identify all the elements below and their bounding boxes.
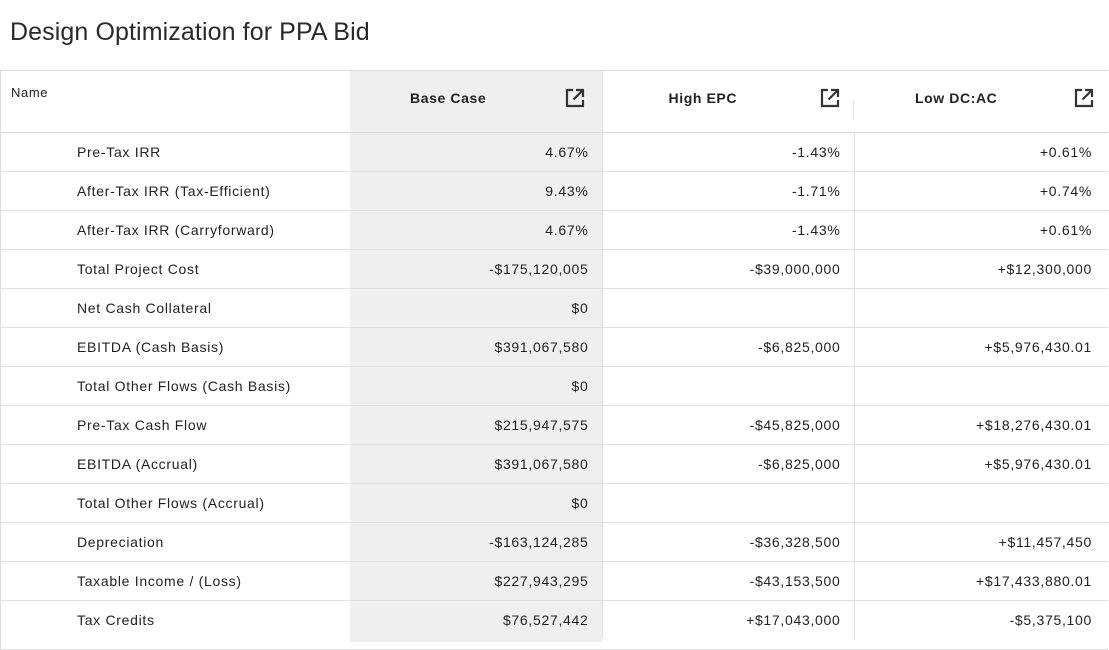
- open-external-icon[interactable]: [564, 87, 586, 109]
- low-dc-ac-value: [853, 483, 1108, 523]
- low-dc-ac-value: +0.74%: [853, 171, 1108, 211]
- row-label: Pre-Tax Cash Flow: [1, 405, 350, 445]
- column-header-high-epc: High EPC: [601, 71, 854, 133]
- high-epc-value: -$6,825,000: [601, 327, 854, 367]
- base-case-value: $0: [350, 366, 602, 406]
- base-case-value: 9.43%: [350, 171, 602, 211]
- low-dc-ac-value: +$11,457,450: [853, 522, 1108, 562]
- open-external-icon[interactable]: [1073, 87, 1095, 109]
- high-epc-value: -$43,153,500: [601, 561, 854, 601]
- high-epc-value: -1.43%: [601, 210, 854, 250]
- table-row: After-Tax IRR (Tax-Efficient) 9.43% -1.71%…: [1, 171, 1108, 211]
- row-label: Total Other Flows (Cash Basis): [1, 366, 350, 406]
- low-dc-ac-value: +$12,300,000: [853, 249, 1108, 289]
- row-label: Depreciation: [1, 522, 350, 562]
- column-header-label: High EPC: [668, 90, 738, 106]
- low-dc-ac-value: +$5,976,430.01: [853, 327, 1108, 367]
- row-label: Tax Credits: [77, 612, 155, 628]
- high-epc-value: -$36,328,500: [601, 522, 854, 562]
- row-label: Net Cash Collateral: [1, 288, 350, 328]
- table-row: Depreciation -$163,124,285 -$36,328,500 +$1…: [1, 522, 1108, 562]
- high-epc-value: [601, 288, 854, 328]
- low-dc-ac-value: -$5,375,100: [853, 600, 1108, 639]
- high-epc-value: +$17,043,000: [601, 600, 854, 639]
- base-case-value: -$163,124,285: [350, 522, 602, 562]
- low-dc-ac-value: +0.61%: [853, 210, 1108, 250]
- high-epc-value: -1.71%: [601, 171, 854, 211]
- low-dc-ac-value: [853, 366, 1108, 406]
- low-dc-ac-value: +$5,976,430.01: [853, 444, 1108, 484]
- base-case-value: $0: [350, 483, 602, 523]
- table-row: EBITDA (Accrual) $391,067,580 -$6,825,000 +…: [1, 444, 1108, 484]
- row-label: Total Project Cost: [1, 249, 350, 289]
- scenario-comparison-table: Name Base Case High EPC Low DC:AC: [1, 71, 1108, 639]
- table-row: Pre-Tax IRR 4.67% -1.43% +0.61%: [1, 132, 1108, 172]
- table-row: Net Cash Collateral $0: [1, 288, 1108, 328]
- high-epc-value: -1.43%: [601, 132, 854, 172]
- open-external-icon[interactable]: [819, 87, 841, 109]
- base-case-value: $391,067,580: [350, 327, 602, 367]
- table-row: After-Tax IRR (Carryforward) 4.67% -1.43% +…: [1, 210, 1108, 250]
- row-label: Total Other Flows (Accrual): [1, 483, 350, 523]
- low-dc-ac-value: +$18,276,430.01: [853, 405, 1108, 445]
- table-header-row: Name Base Case High EPC Low DC:AC: [1, 71, 1108, 133]
- base-case-value: $227,943,295: [350, 561, 602, 601]
- base-case-value: $0: [350, 288, 602, 328]
- column-header-label: Base Case: [410, 90, 487, 106]
- column-header-label: Low DC:AC: [915, 90, 998, 106]
- high-epc-value: [601, 366, 854, 406]
- table-row: Total Other Flows (Cash Basis) $0: [1, 366, 1108, 406]
- base-case-value: $391,067,580: [350, 444, 602, 484]
- column-header-name[interactable]: Name: [1, 71, 350, 133]
- table-row: Pre-Tax Cash Flow $215,947,575 -$45,825,00…: [1, 405, 1108, 445]
- low-dc-ac-value: +0.61%: [853, 132, 1108, 172]
- high-epc-value: -$39,000,000: [601, 249, 854, 289]
- high-epc-value: [601, 483, 854, 523]
- row-label: After-Tax IRR (Carryforward): [1, 210, 350, 250]
- base-case-value: $215,947,575: [350, 405, 602, 445]
- row-label: Taxable Income / (Loss): [1, 561, 350, 601]
- base-case-value: 4.67%: [350, 210, 602, 250]
- column-header-base-case: Base Case: [350, 71, 602, 133]
- table-row: Total Project Cost -$175,120,005 -$39,000,…: [1, 249, 1108, 289]
- table-row: EBITDA (Cash Basis) $391,067,580 -$6,825,0…: [1, 327, 1108, 367]
- row-label: Pre-Tax IRR: [1, 132, 350, 172]
- high-epc-value: -$45,825,000: [601, 405, 854, 445]
- base-case-value: 4.67%: [350, 132, 602, 172]
- row-label: After-Tax IRR (Tax-Efficient): [1, 171, 350, 211]
- table-row: Total Other Flows (Accrual) $0: [1, 483, 1108, 523]
- row-label: EBITDA (Accrual): [1, 444, 350, 484]
- page-title: Design Optimization for PPA Bid: [10, 18, 370, 46]
- row-label: EBITDA (Cash Basis): [1, 327, 350, 367]
- table-row: Taxable Income / (Loss) $227,943,295 -$43,…: [1, 561, 1108, 601]
- high-epc-value: -$6,825,000: [601, 444, 854, 484]
- table-row: Tax Credits $76,527,442 +$17,043,000 -$5,37…: [1, 600, 1108, 639]
- low-dc-ac-value: +$17,433,880.01: [853, 561, 1108, 601]
- low-dc-ac-value: [853, 288, 1108, 328]
- base-case-value: $76,527,442: [502, 612, 589, 628]
- column-header-low-dc-ac: Low DC:AC: [854, 71, 1108, 133]
- base-case-value: -$175,120,005: [350, 249, 602, 289]
